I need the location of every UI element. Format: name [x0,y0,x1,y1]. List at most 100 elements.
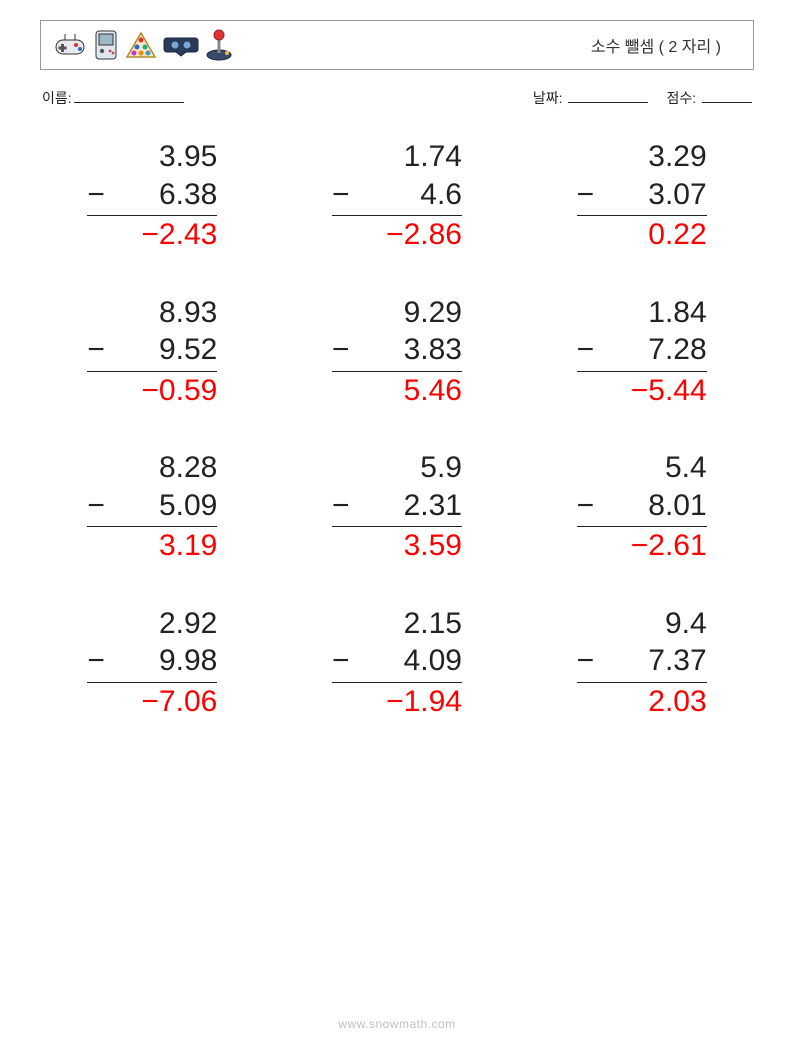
operand-a: 3.29 [577,138,707,176]
answer: −5.44 [577,372,707,410]
problem: 5.9−2.313.59 [332,449,462,565]
operator: − [577,642,597,680]
problem: 1.84−7.28−5.44 [577,294,707,410]
billiards-icon [125,30,157,60]
answer: 3.19 [87,527,217,565]
problem: 8.93−9.52−0.59 [87,294,217,410]
operand-row: −9.52 [87,331,217,369]
name-blank [74,102,184,103]
answer-wrap: −0.59 [87,371,217,410]
problem: 2.92−9.98−7.06 [87,605,217,721]
date-blank [568,102,648,103]
operand-row: −7.28 [577,331,707,369]
footer-url: www.snowmath.com [0,1017,794,1031]
operand-b: 3.07 [597,176,707,214]
problem: 8.28−5.093.19 [87,449,217,565]
answer: 5.46 [332,372,462,410]
problem: 9.4−7.372.03 [577,605,707,721]
problem: 5.4−8.01−2.61 [577,449,707,565]
operand-b: 8.01 [597,487,707,525]
operand-b: 5.09 [107,487,217,525]
problem: 3.95−6.38−2.43 [87,138,217,254]
answer: −2.86 [332,216,462,254]
operand-row: −3.07 [577,176,707,214]
operand-a: 3.95 [87,138,217,176]
answer: 2.03 [577,683,707,721]
operand-a: 9.29 [332,294,462,332]
name-field: 이름: [42,88,184,108]
score-label: 점수: [666,90,696,106]
vr-headset-icon [163,32,199,58]
header-box: 소수 뺄셈 ( 2 자리 ) [40,20,754,70]
operand-b: 7.37 [597,642,707,680]
operand-row: −4.6 [332,176,462,214]
answer: −2.61 [577,527,707,565]
operand-b: 2.31 [352,487,462,525]
answer: −1.94 [332,683,462,721]
operator: − [577,487,597,525]
operand-row: −9.98 [87,642,217,680]
operand-row: −5.09 [87,487,217,525]
worksheet-title: 소수 뺄셈 ( 2 자리 ) [591,33,741,57]
operand-a: 1.84 [577,294,707,332]
name-label: 이름: [42,88,72,108]
operand-a: 2.92 [87,605,217,643]
operator: − [332,331,352,369]
operand-b: 4.6 [352,176,462,214]
answer-wrap: 0.22 [577,215,707,254]
answer-wrap: −5.44 [577,371,707,410]
operand-row: −6.38 [87,176,217,214]
problem: 2.15−4.09−1.94 [332,605,462,721]
problem: 1.74−4.6−2.86 [332,138,462,254]
answer-wrap: −2.43 [87,215,217,254]
joystick-icon [205,29,233,61]
date-field: 날짜: [533,88,649,108]
gameboy-icon [93,29,119,61]
score-field: 점수: [666,88,752,108]
answer: −0.59 [87,372,217,410]
info-row: 이름: 날짜: 점수: [40,88,754,108]
answer-wrap: −7.06 [87,682,217,721]
operand-b: 4.09 [352,642,462,680]
operator: − [87,487,107,525]
problem: 3.29−3.070.22 [577,138,707,254]
operand-row: −2.31 [332,487,462,525]
answer-wrap: 2.03 [577,682,707,721]
operand-a: 1.74 [332,138,462,176]
operator: − [577,331,597,369]
operand-a: 9.4 [577,605,707,643]
answer-wrap: −2.86 [332,215,462,254]
operator: − [332,642,352,680]
header-icons [53,29,233,61]
operand-b: 9.52 [107,331,217,369]
problems-grid: 3.95−6.38−2.431.74−4.6−2.863.29−3.070.22… [40,138,754,720]
date-label: 날짜: [533,90,563,106]
operand-b: 9.98 [107,642,217,680]
operand-row: −7.37 [577,642,707,680]
operand-row: −3.83 [332,331,462,369]
operator: − [332,487,352,525]
operand-a: 5.9 [332,449,462,487]
operand-row: −4.09 [332,642,462,680]
gamepad-icon [53,30,87,60]
operand-row: −8.01 [577,487,707,525]
answer: −7.06 [87,683,217,721]
operator: − [577,176,597,214]
answer: 0.22 [577,216,707,254]
operand-b: 3.83 [352,331,462,369]
answer: −2.43 [87,216,217,254]
operand-a: 8.28 [87,449,217,487]
worksheet-page: 소수 뺄셈 ( 2 자리 ) 이름: 날짜: 점수: 3.95−6.38−2.4… [0,0,794,740]
answer-wrap: 3.59 [332,526,462,565]
operator: − [87,642,107,680]
answer-wrap: 5.46 [332,371,462,410]
answer-wrap: −2.61 [577,526,707,565]
problem: 9.29−3.835.46 [332,294,462,410]
operator: − [87,176,107,214]
operand-a: 2.15 [332,605,462,643]
operator: − [87,331,107,369]
answer: 3.59 [332,527,462,565]
answer-wrap: 3.19 [87,526,217,565]
operator: − [332,176,352,214]
operand-b: 7.28 [597,331,707,369]
